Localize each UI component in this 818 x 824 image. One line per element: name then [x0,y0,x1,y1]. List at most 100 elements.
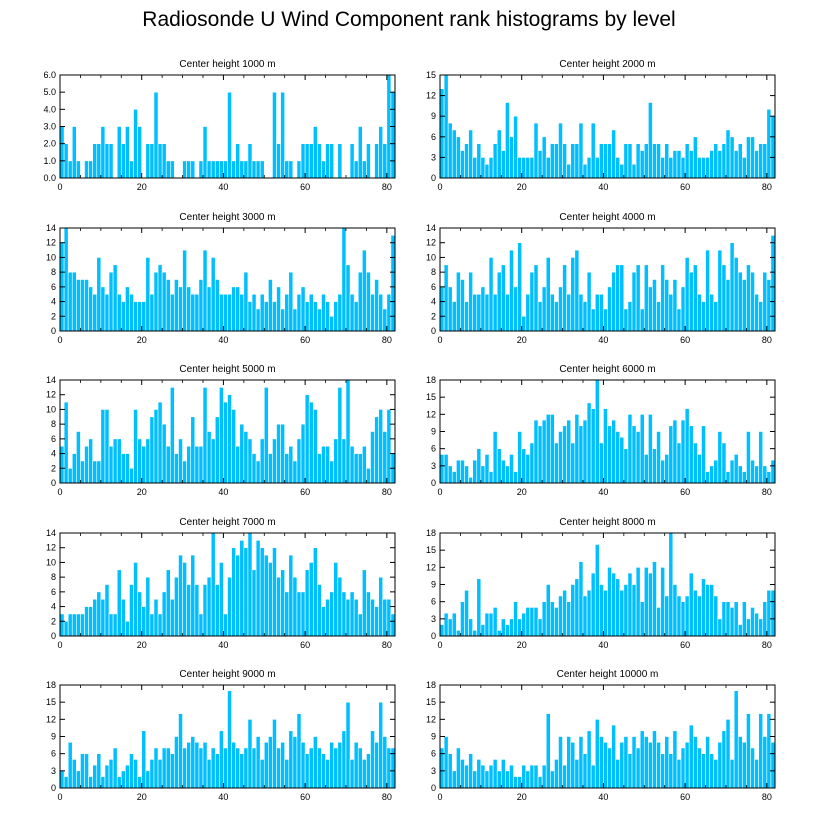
bar [206,160,212,179]
bar [272,438,277,484]
bar [308,293,314,332]
bar [153,91,159,179]
bar [517,776,523,789]
bar [231,547,236,637]
bar [366,591,371,637]
bar [746,264,751,332]
bar [182,160,187,179]
y-tick-label: 15 [426,70,436,80]
chart-panel-8: Center height 8000 m 0 3 6 9 12 15 18 0 20 40 60 80 [426,517,776,650]
bar [733,257,739,332]
bar [476,448,482,484]
bar [460,150,465,179]
bar [161,143,167,179]
bar [165,445,171,484]
bar [574,759,580,789]
bar [676,150,682,179]
bar [219,562,224,637]
bar [210,747,216,789]
bar [456,459,461,484]
bar [304,394,310,484]
bar [231,409,236,484]
bar [288,730,294,789]
bar [296,160,302,179]
y-tick-label: 4.0 [43,104,56,114]
x-tick-label: 0 [437,335,442,345]
bar [676,759,682,789]
bar [762,465,768,484]
y-tick-label: 6 [431,444,436,454]
bar [643,736,649,789]
y-tick-label: 18 [46,680,56,690]
y-tick-label: 0 [431,173,436,183]
bar [460,459,465,484]
bar [509,618,514,637]
bar [357,453,363,484]
bar [488,257,494,332]
bar [594,544,600,637]
bar [484,454,490,484]
bar [231,160,236,179]
bar [165,160,171,179]
bar [631,271,637,332]
bar [656,607,661,637]
bar [362,249,367,332]
bar [223,160,228,179]
bar [578,293,584,332]
bar [202,249,208,332]
bar [574,578,580,637]
bar [672,279,678,332]
bar [312,736,318,789]
bar [590,764,596,789]
bar [480,157,486,179]
bar [374,279,379,332]
bar [472,629,478,637]
bar [382,598,388,637]
bar [325,445,330,484]
bar [664,595,670,637]
bar [329,591,335,637]
bar [190,160,196,179]
bar [476,578,482,637]
y-tick-label: 2 [431,311,436,321]
x-tick-label: 20 [517,487,527,497]
bar [382,736,388,789]
bar [227,394,232,484]
bar [545,584,551,637]
bar [607,567,612,637]
bar [345,379,351,484]
bar [92,598,98,637]
bar [170,598,175,637]
bar [737,624,743,637]
bar [366,143,371,179]
bar [742,279,747,332]
y-tick-label: 12 [426,409,436,419]
bar [268,736,273,789]
bar [84,445,89,484]
bar [333,747,339,789]
bar [190,554,196,637]
bar [754,293,759,332]
bar [137,126,143,179]
bar [239,293,245,332]
bar [578,425,584,484]
bar [599,293,604,332]
bar [721,601,727,637]
bar [484,163,490,179]
bar [390,613,396,637]
bar [705,157,710,179]
bar [701,753,706,789]
bar [325,759,330,789]
y-tick-label: 4 [431,297,436,307]
bar [668,753,674,789]
bar [198,613,204,637]
bar [194,584,200,637]
bar [451,301,457,332]
bar [84,279,89,332]
y-tick-label: 5.0 [43,87,56,97]
bar [639,414,645,484]
bar [447,286,453,332]
bar [517,431,523,484]
bar [652,143,657,179]
chart-title: Center height 10000 m [557,669,659,680]
